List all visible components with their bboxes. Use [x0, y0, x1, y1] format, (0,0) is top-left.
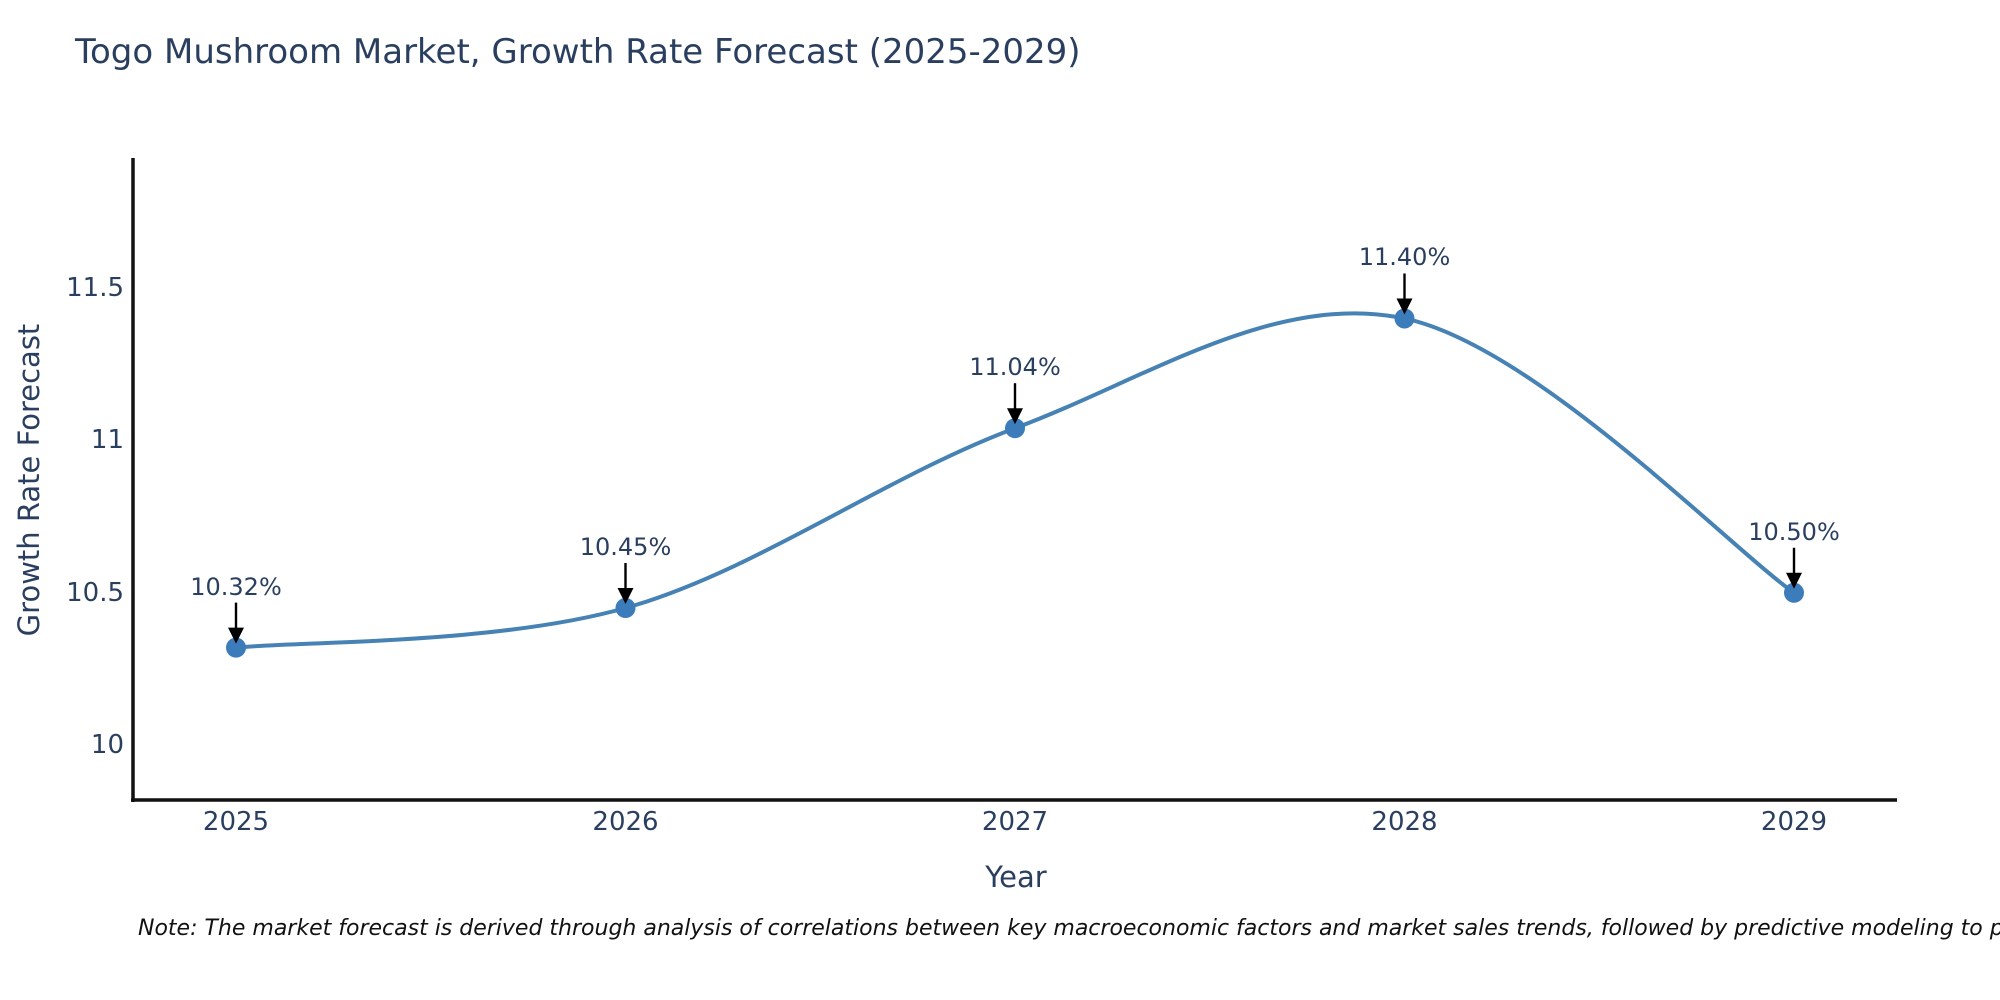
- point-annotation-2028: 11.40%: [1358, 243, 1451, 272]
- y-axis-title: Growth Rate Forecast: [12, 323, 46, 637]
- point-annotation-2027: 11.04%: [969, 353, 1061, 382]
- data-point-marker-2027[interactable]: [1005, 418, 1025, 439]
- point-annotation-2026: 10.45%: [579, 533, 672, 561]
- data-point-marker-2029[interactable]: [1784, 582, 1804, 603]
- point-annotation-2029: 10.50%: [1748, 517, 1840, 546]
- annotation-arrow-head: [1786, 572, 1802, 589]
- chart-title: Togo Mushroom Market, Growth Rate Foreca…: [75, 32, 1081, 72]
- y-tick-label-11: 11: [90, 425, 124, 456]
- x-axis-title: Year: [985, 860, 1047, 894]
- x-tick-label-2025: 2025: [202, 807, 270, 837]
- annotation-arrow-head: [617, 588, 634, 604]
- y-tick-label-10: 10: [90, 730, 124, 761]
- trend-line: [234, 311, 1796, 650]
- annotation-arrow-head: [228, 627, 244, 644]
- data-point-marker-2025[interactable]: [226, 637, 246, 658]
- y-tick-label-11.5: 11.5: [66, 273, 124, 303]
- annotation-arrow-head: [1007, 408, 1023, 425]
- x-tick-label-2028: 2028: [1371, 807, 1438, 837]
- data-point-marker-2026[interactable]: [615, 598, 636, 618]
- data-point-marker-2028[interactable]: [1394, 308, 1415, 329]
- point-annotation-2025: 10.32%: [190, 572, 282, 601]
- x-tick-label-2027: 2027: [981, 807, 1049, 837]
- x-tick-label-2029: 2029: [1760, 807, 1828, 837]
- chart-footnote: Note: The market forecast is derived thr…: [138, 916, 2000, 941]
- annotation-arrow-head: [1396, 298, 1413, 315]
- x-tick-label-2026: 2026: [592, 807, 659, 837]
- y-tick-label-10.5: 10.5: [66, 577, 124, 608]
